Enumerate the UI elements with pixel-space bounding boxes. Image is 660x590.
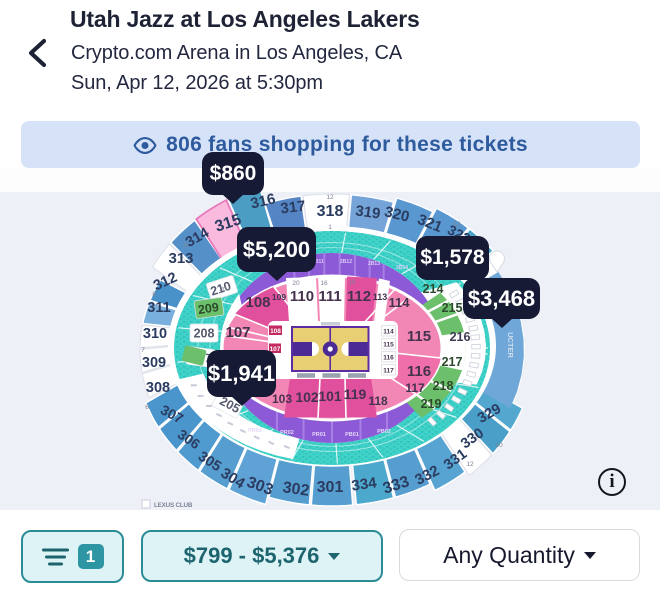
svg-text:210: 210: [209, 279, 233, 299]
svg-text:2B14: 2B14: [396, 265, 408, 271]
svg-text:20: 20: [292, 280, 300, 287]
svg-text:313: 313: [168, 250, 193, 267]
svg-text:101: 101: [318, 388, 342, 404]
svg-text:119: 119: [344, 386, 367, 402]
svg-text:16: 16: [320, 280, 328, 287]
svg-text:LEXUS CLUB: LEXUS CLUB: [154, 502, 193, 509]
svg-text:107: 107: [270, 346, 281, 353]
svg-text:114: 114: [383, 328, 394, 335]
svg-text:112: 112: [347, 288, 371, 305]
svg-text:107: 107: [225, 324, 250, 341]
svg-text:12: 12: [453, 221, 461, 228]
svg-text:10: 10: [182, 242, 190, 249]
svg-text:108: 108: [270, 328, 281, 335]
svg-text:PR01: PR01: [312, 432, 326, 438]
svg-text:PR02: PR02: [280, 430, 294, 436]
svg-text:6: 6: [145, 404, 149, 411]
svg-text:108: 108: [245, 294, 270, 311]
svg-text:113: 113: [373, 292, 388, 302]
svg-text:311: 311: [147, 300, 170, 316]
svg-text:208: 208: [194, 327, 215, 341]
svg-text:118: 118: [368, 394, 388, 408]
svg-text:8: 8: [152, 291, 156, 298]
svg-text:10: 10: [495, 442, 503, 449]
svg-text:214: 214: [423, 282, 444, 296]
svg-text:320: 320: [383, 203, 411, 226]
svg-text:117: 117: [383, 367, 394, 374]
svg-text:308: 308: [146, 380, 170, 396]
svg-text:PB01: PB01: [345, 432, 359, 438]
svg-text:2B12: 2B12: [340, 259, 352, 265]
svg-text:310: 310: [143, 326, 167, 342]
svg-text:215: 215: [442, 301, 463, 315]
svg-text:12: 12: [326, 194, 334, 201]
svg-text:7: 7: [141, 347, 145, 354]
svg-text:209: 209: [197, 300, 220, 317]
svg-text:116: 116: [383, 354, 394, 361]
svg-text:116: 116: [407, 363, 431, 380]
svg-text:UCTER: UCTER: [506, 332, 515, 358]
svg-text:2B13: 2B13: [368, 261, 380, 267]
svg-text:114: 114: [389, 295, 411, 310]
svg-text:318: 318: [317, 203, 344, 220]
svg-text:115: 115: [383, 341, 394, 348]
svg-text:102: 102: [295, 389, 319, 405]
svg-text:12: 12: [466, 461, 474, 468]
svg-text:309: 309: [142, 355, 166, 371]
svg-text:302: 302: [282, 479, 311, 500]
svg-text:317: 317: [280, 198, 307, 218]
svg-text:319: 319: [354, 202, 381, 222]
svg-text:2B11: 2B11: [312, 259, 324, 265]
svg-text:217: 217: [442, 355, 463, 369]
svg-text:103: 103: [272, 392, 292, 406]
svg-text:18: 18: [348, 279, 356, 286]
svg-text:218: 218: [433, 379, 454, 393]
svg-text:117: 117: [405, 381, 425, 395]
svg-text:111: 111: [318, 288, 341, 305]
svg-text:115: 115: [407, 328, 431, 345]
svg-text:109: 109: [272, 292, 286, 302]
svg-text:301: 301: [317, 479, 344, 496]
svg-text:20: 20: [219, 286, 227, 293]
svg-text:110: 110: [290, 288, 314, 305]
svg-text:316: 316: [249, 190, 277, 212]
svg-text:219: 219: [421, 397, 442, 411]
svg-text:216: 216: [450, 330, 471, 344]
svg-text:334: 334: [350, 474, 378, 494]
svg-text:1: 1: [328, 224, 332, 231]
svg-text:PB02: PB02: [377, 429, 391, 435]
svg-text:PR03: PR03: [248, 428, 262, 434]
